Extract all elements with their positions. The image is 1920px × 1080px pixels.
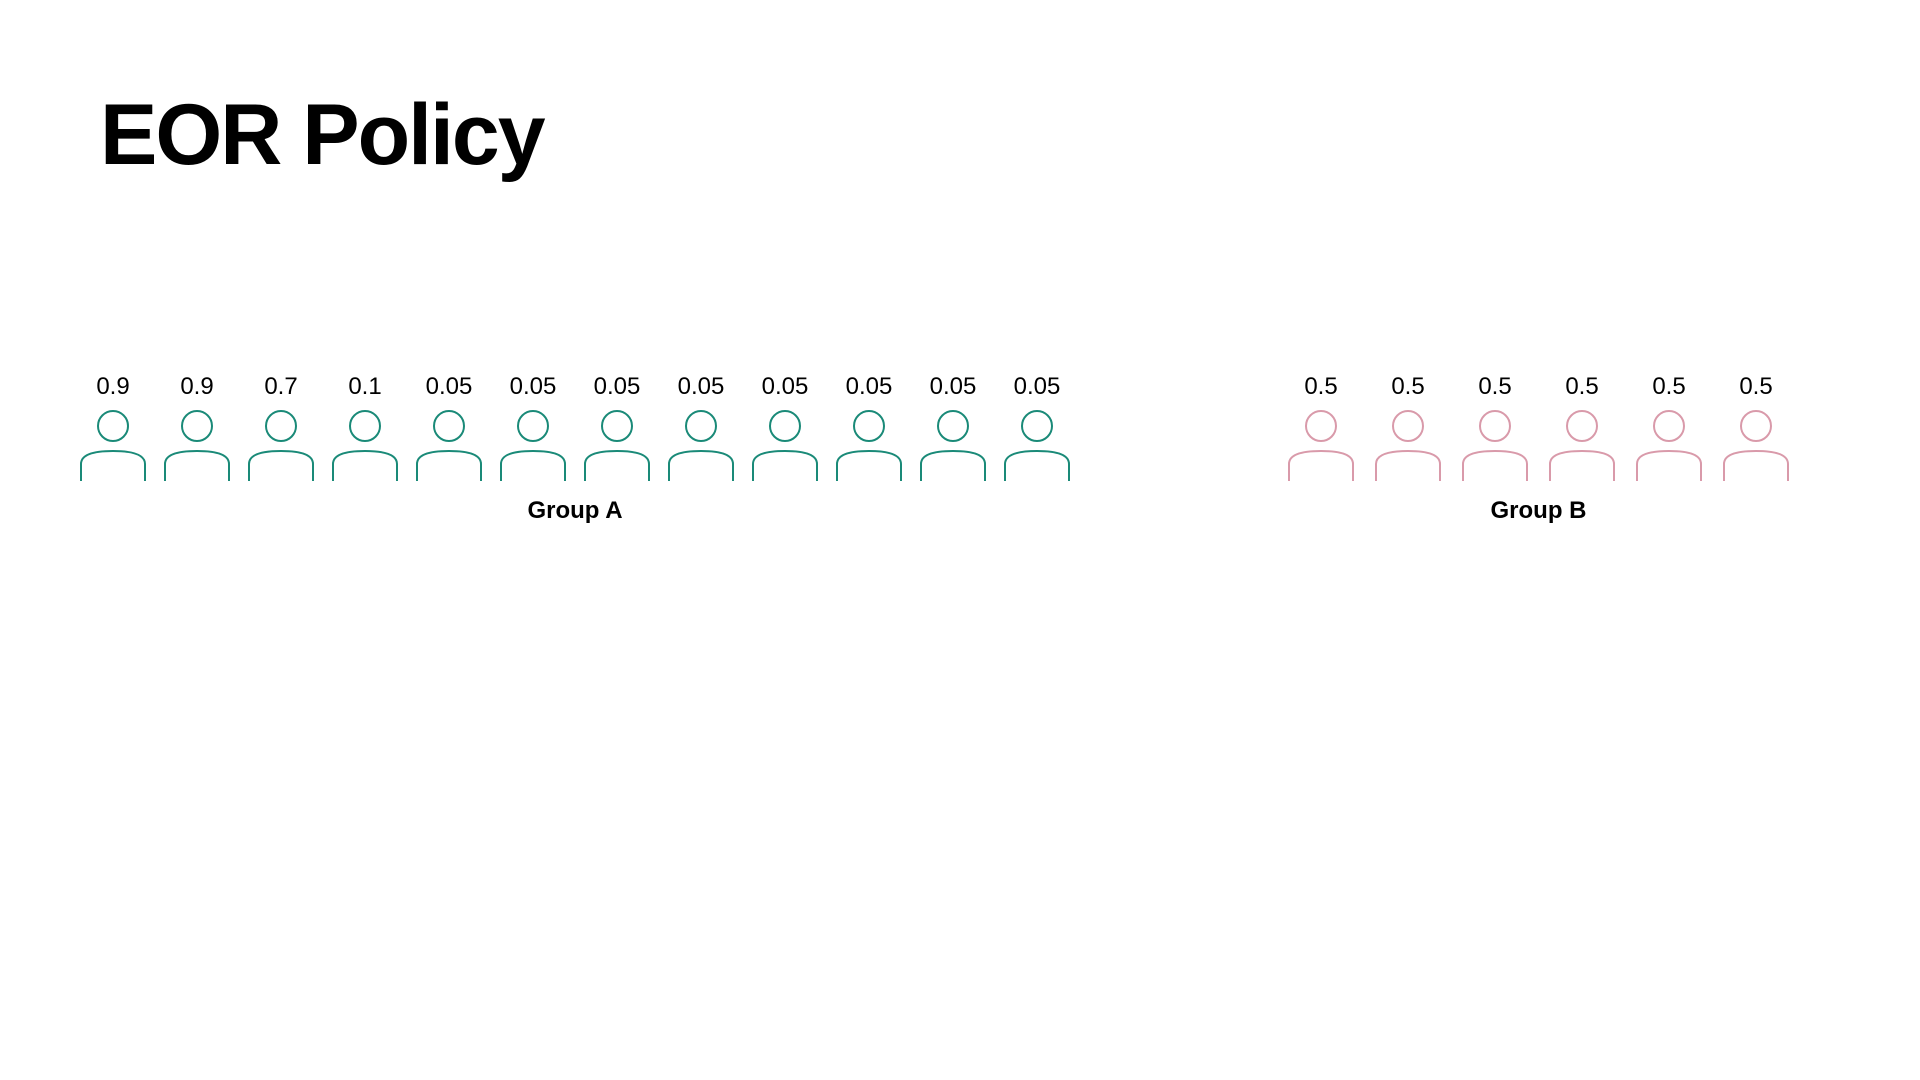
person-body xyxy=(1636,449,1702,481)
probability-label: 0.5 xyxy=(1478,373,1512,400)
probability-label: 0.5 xyxy=(1304,373,1338,400)
group-a-person: 0.9 xyxy=(80,370,146,482)
group-b: 0.5 0.5 0.5 0.5 0.5 0.5 Group B xyxy=(1288,370,1789,526)
person-icon xyxy=(500,410,566,481)
person-head xyxy=(1653,410,1685,442)
person-head xyxy=(433,410,465,442)
probability-label: 0.5 xyxy=(1652,373,1686,400)
person-head xyxy=(685,410,717,442)
person-head xyxy=(517,410,549,442)
person-icon xyxy=(1636,410,1702,481)
person-head xyxy=(1479,410,1511,442)
person-body xyxy=(584,449,650,481)
probability-label: 0.05 xyxy=(509,373,557,400)
person-head xyxy=(349,410,381,442)
probability-label: 0.05 xyxy=(677,373,725,400)
group-a-people-row: 0.9 0.9 0.7 0.1 0.05 0.05 0.05 0.05 0.05 0.05 0.05… xyxy=(80,370,1070,482)
person-icon xyxy=(1462,410,1528,481)
probability-label: 0.05 xyxy=(929,373,977,400)
group-b-people-row: 0.5 0.5 0.5 0.5 0.5 0.5 xyxy=(1288,370,1789,482)
slide-title: EOR Policy xyxy=(100,87,546,183)
person-body xyxy=(416,449,482,481)
probability-label: 0.5 xyxy=(1565,373,1599,400)
group-b-person: 0.5 xyxy=(1288,370,1354,482)
person-body xyxy=(80,449,146,481)
person-icon xyxy=(416,410,482,481)
person-body xyxy=(1462,449,1528,481)
probability-label: 0.5 xyxy=(1739,373,1773,400)
person-icon xyxy=(332,410,398,481)
person-head xyxy=(1566,410,1598,442)
person-body xyxy=(752,449,818,481)
person-head xyxy=(937,410,969,442)
group-a-person: 0.05 xyxy=(836,370,902,482)
person-head xyxy=(601,410,633,442)
probability-label: 0.05 xyxy=(593,373,641,400)
person-body xyxy=(332,449,398,481)
person-head xyxy=(1740,410,1772,442)
group-a: 0.9 0.9 0.7 0.1 0.05 0.05 0.05 0.05 0.05 0.05 0.05… xyxy=(80,370,1070,526)
probability-label: 0.05 xyxy=(1013,373,1061,400)
person-head xyxy=(265,410,297,442)
person-icon xyxy=(80,410,146,481)
person-head xyxy=(97,410,129,442)
person-body xyxy=(1549,449,1615,481)
group-a-person: 0.05 xyxy=(500,370,566,482)
person-head xyxy=(853,410,885,442)
group-a-person: 0.7 xyxy=(248,370,314,482)
group-a-person: 0.9 xyxy=(164,370,230,482)
person-icon xyxy=(584,410,650,481)
person-icon xyxy=(164,410,230,481)
probability-label: 0.05 xyxy=(425,373,473,400)
group-a-person: 0.05 xyxy=(920,370,986,482)
group-a-label: Group A xyxy=(527,497,623,524)
group-b-person: 0.5 xyxy=(1549,370,1615,482)
person-body xyxy=(248,449,314,481)
probability-label: 0.1 xyxy=(348,373,382,400)
person-body xyxy=(164,449,230,481)
group-b-label: Group B xyxy=(1490,497,1587,524)
group-b-person: 0.5 xyxy=(1375,370,1441,482)
person-icon xyxy=(1549,410,1615,481)
person-icon xyxy=(1375,410,1441,481)
probability-label: 0.5 xyxy=(1391,373,1425,400)
probability-label: 0.7 xyxy=(264,373,298,400)
person-head xyxy=(1392,410,1424,442)
person-body xyxy=(1723,449,1789,481)
group-b-person: 0.5 xyxy=(1462,370,1528,482)
person-icon xyxy=(248,410,314,481)
person-icon xyxy=(668,410,734,481)
group-a-person: 0.05 xyxy=(668,370,734,482)
group-a-person: 0.05 xyxy=(1004,370,1070,482)
probability-label: 0.05 xyxy=(761,373,809,400)
person-body xyxy=(668,449,734,481)
person-body xyxy=(1288,449,1354,481)
person-body xyxy=(836,449,902,481)
person-head xyxy=(1305,410,1337,442)
person-head xyxy=(181,410,213,442)
group-a-person: 0.05 xyxy=(416,370,482,482)
probability-label: 0.9 xyxy=(96,373,130,400)
group-b-person: 0.5 xyxy=(1723,370,1789,482)
group-b-person: 0.5 xyxy=(1636,370,1702,482)
person-icon xyxy=(1004,410,1070,481)
person-icon xyxy=(1288,410,1354,481)
person-head xyxy=(769,410,801,442)
probability-label: 0.05 xyxy=(845,373,893,400)
group-a-person: 0.1 xyxy=(332,370,398,482)
group-a-person: 0.05 xyxy=(752,370,818,482)
person-icon xyxy=(1723,410,1789,481)
group-a-person: 0.05 xyxy=(584,370,650,482)
person-body xyxy=(1004,449,1070,481)
person-icon xyxy=(920,410,986,481)
person-icon xyxy=(836,410,902,481)
probability-label: 0.9 xyxy=(180,373,214,400)
person-body xyxy=(500,449,566,481)
person-body xyxy=(1375,449,1441,481)
person-head xyxy=(1021,410,1053,442)
person-icon xyxy=(752,410,818,481)
person-body xyxy=(920,449,986,481)
